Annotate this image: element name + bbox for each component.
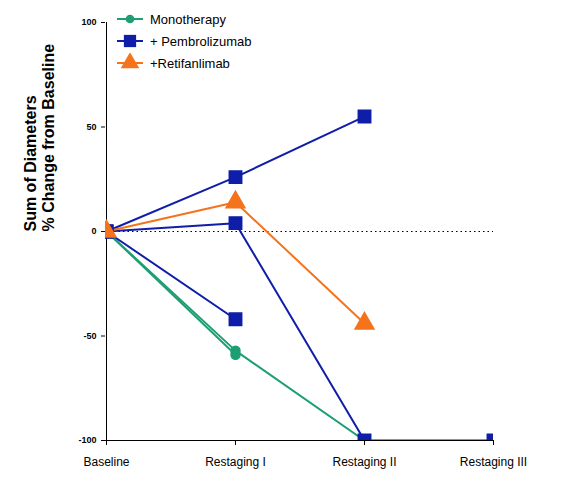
- svg-text:100: 100: [81, 17, 96, 27]
- svg-text:Restaging III: Restaging III: [460, 455, 527, 469]
- svg-text:-50: -50: [83, 331, 96, 341]
- html-text:Monotherapy: Monotherapy: [150, 11, 226, 27]
- html-text:+Retifanlimab: +Retifanlimab: [150, 55, 230, 71]
- svg-text:0: 0: [91, 226, 96, 236]
- svg-text:Baseline: Baseline: [83, 455, 129, 469]
- html-text:+ Pembrolizumab: + Pembrolizumab: [150, 33, 252, 49]
- svg-text:Restaging I: Restaging I: [205, 455, 266, 469]
- svg-text:-100: -100: [78, 435, 96, 445]
- svg-text:50: 50: [86, 122, 96, 132]
- svg-text:Restaging II: Restaging II: [332, 455, 396, 469]
- svg-text:Sum of Diameters% Change from: Sum of Diameters% Change from Baseline: [22, 44, 57, 232]
